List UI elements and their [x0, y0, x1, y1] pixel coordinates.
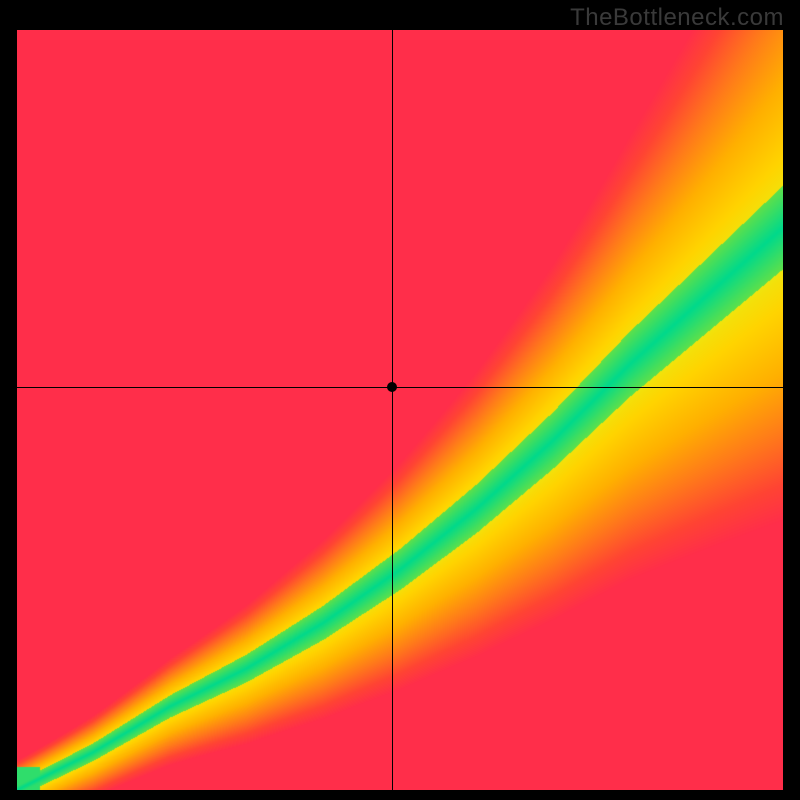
plot-area — [17, 30, 783, 790]
watermark-text: TheBottleneck.com — [570, 4, 784, 32]
crosshair-vertical — [392, 30, 393, 790]
chart-frame: TheBottleneck.com — [0, 0, 800, 800]
crosshair-horizontal — [17, 387, 783, 388]
heatmap-canvas — [17, 30, 783, 790]
